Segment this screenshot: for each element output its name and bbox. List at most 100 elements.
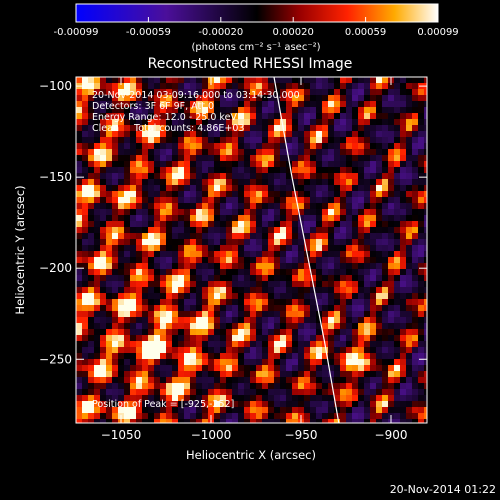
heatmap-pixel <box>244 389 251 396</box>
heatmap-pixel <box>136 305 143 312</box>
heatmap-pixel <box>238 191 245 198</box>
heatmap-pixel <box>220 341 227 348</box>
y-axis-label: Heliocentric Y (arcsec) <box>13 185 27 314</box>
heatmap-pixel <box>142 83 149 90</box>
heatmap-pixel <box>316 263 323 270</box>
heatmap-pixel <box>370 341 377 348</box>
heatmap-pixel <box>358 395 365 402</box>
heatmap-pixel <box>262 77 269 84</box>
heatmap-pixel <box>202 233 209 240</box>
heatmap-pixel <box>94 407 101 414</box>
heatmap-pixel <box>286 335 293 342</box>
heatmap-pixel <box>208 215 215 222</box>
heatmap-pixel <box>82 227 89 234</box>
heatmap-pixel <box>406 95 413 102</box>
heatmap-pixel <box>100 155 107 162</box>
heatmap-pixel <box>298 311 305 318</box>
heatmap-pixel <box>220 329 227 336</box>
heatmap-pixel <box>274 347 281 354</box>
heatmap-pixel <box>238 263 245 270</box>
heatmap-pixel <box>394 329 401 336</box>
heatmap-pixel <box>322 179 329 186</box>
render-timestamp: 20-Nov-2014 01:22 <box>389 483 496 496</box>
heatmap-pixel <box>232 401 239 408</box>
heatmap-pixel <box>256 137 263 144</box>
heatmap-pixel <box>412 383 419 390</box>
heatmap-pixel <box>214 239 221 246</box>
heatmap-pixel <box>340 221 347 228</box>
heatmap-pixel <box>376 359 383 366</box>
heatmap-pixel <box>394 197 401 204</box>
heatmap-pixel <box>238 239 245 246</box>
heatmap-pixel <box>88 89 95 96</box>
heatmap-pixel <box>424 263 427 270</box>
heatmap-pixel <box>172 221 179 228</box>
heatmap-pixel <box>328 347 335 354</box>
heatmap-pixel <box>424 287 427 294</box>
heatmap-pixel <box>346 335 353 342</box>
heatmap-pixel <box>154 329 161 336</box>
heatmap-pixel <box>202 161 209 168</box>
heatmap-pixel <box>268 251 275 258</box>
heatmap-pixel <box>250 419 257 423</box>
heatmap-pixel <box>244 185 251 192</box>
heatmap-pixel <box>226 209 233 216</box>
heatmap-pixel <box>250 149 257 156</box>
heatmap-pixel <box>160 311 167 318</box>
heatmap-pixel <box>358 137 365 144</box>
heatmap-pixel <box>286 269 293 276</box>
heatmap-pixel <box>124 281 131 288</box>
heatmap-pixel <box>100 227 107 234</box>
heatmap-pixel <box>112 227 119 234</box>
heatmap-pixel <box>208 203 215 210</box>
heatmap-pixel <box>196 305 203 312</box>
heatmap-pixel <box>106 299 113 306</box>
heatmap-pixel <box>124 77 131 84</box>
heatmap-pixel <box>358 251 365 258</box>
heatmap-pixel <box>244 371 251 378</box>
heatmap-pixel <box>100 149 107 156</box>
heatmap-pixel <box>322 185 329 192</box>
heatmap-pixel <box>388 359 395 366</box>
heatmap-pixel <box>280 221 287 228</box>
heatmap-pixel <box>112 317 119 324</box>
heatmap-pixel <box>388 215 395 222</box>
heatmap-pixel <box>94 173 101 180</box>
heatmap-pixel <box>364 77 371 84</box>
heatmap-pixel <box>370 347 377 354</box>
heatmap-pixel <box>196 359 203 366</box>
heatmap-pixel <box>310 125 317 132</box>
heatmap-pixel <box>328 125 335 132</box>
heatmap-pixel <box>322 407 329 414</box>
heatmap-pixel <box>424 185 427 192</box>
heatmap-pixel <box>364 143 371 150</box>
heatmap-pixel <box>124 347 131 354</box>
heatmap-pixel <box>154 389 161 396</box>
heatmap-pixel <box>100 323 107 330</box>
heatmap-pixel <box>166 251 173 258</box>
x-tick-label: −900 <box>375 428 408 442</box>
heatmap-pixel <box>256 215 263 222</box>
heatmap-pixel <box>148 311 155 318</box>
heatmap-pixel <box>388 125 395 132</box>
heatmap-pixel <box>214 377 221 384</box>
heatmap-pixel <box>196 149 203 156</box>
heatmap-pixel <box>106 239 113 246</box>
heatmap-pixel <box>160 287 167 294</box>
heatmap-pixel <box>106 365 113 372</box>
heatmap-pixel <box>172 341 179 348</box>
heatmap-pixel <box>154 359 161 366</box>
heatmap-pixel <box>394 227 401 234</box>
heatmap-pixel <box>268 335 275 342</box>
heatmap-pixel <box>160 245 167 252</box>
heatmap-pixel <box>376 317 383 324</box>
heatmap-pixel <box>220 317 227 324</box>
heatmap-pixel <box>292 293 299 300</box>
heatmap-pixel <box>364 299 371 306</box>
heatmap-pixel <box>316 239 323 246</box>
heatmap-pixel <box>106 167 113 174</box>
heatmap-pixel <box>394 371 401 378</box>
heatmap-pixel <box>298 377 305 384</box>
heatmap-pixel <box>172 167 179 174</box>
heatmap-pixel <box>334 383 341 390</box>
